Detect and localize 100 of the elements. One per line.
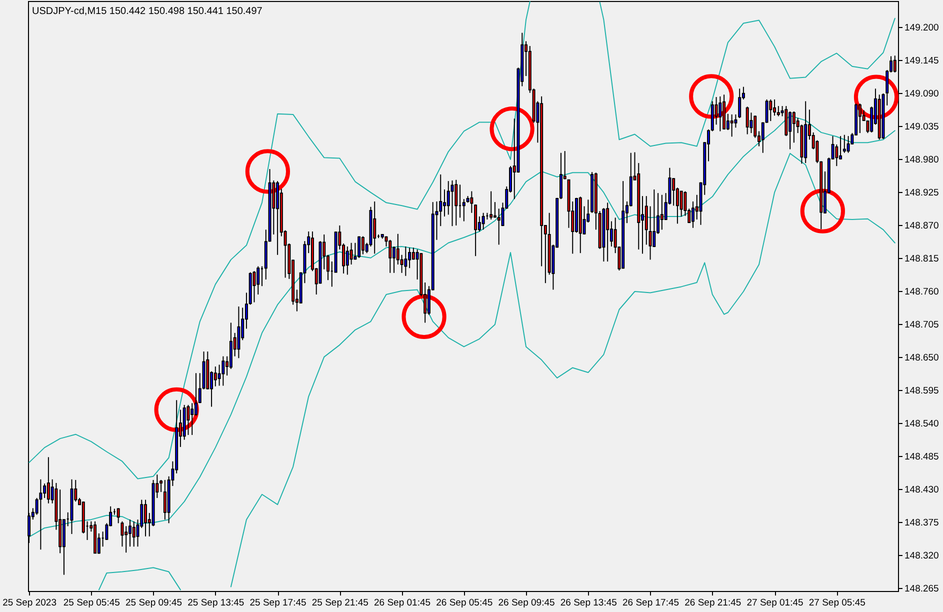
candlestick <box>194 372 198 416</box>
candlestick <box>388 239 392 274</box>
candlestick <box>408 247 412 269</box>
y-tick-label: 148.375 <box>904 517 939 528</box>
candlestick <box>454 179 458 226</box>
point <box>800 188 845 234</box>
candlestick <box>490 190 493 220</box>
x-tick-label: 26 Sep 05:45 <box>436 598 493 608</box>
y-tick-label: 148.430 <box>904 484 939 496</box>
chart-title: USDJPY-cd,M15 150.442 150.498 150.441 150.497 <box>32 6 263 17</box>
candlestick <box>462 198 466 222</box>
x-tick-label: 26 Sep 21:45 <box>684 598 742 608</box>
candlestick <box>442 188 446 217</box>
x-tick-label: 26 Sep 13:45 <box>560 598 617 608</box>
candlestick <box>839 136 842 160</box>
candlestick <box>718 96 722 132</box>
candlestick <box>497 208 500 246</box>
candlestick <box>769 98 772 122</box>
candlestick <box>773 98 776 116</box>
point <box>490 106 534 152</box>
candlestick <box>358 236 361 258</box>
point <box>402 294 446 339</box>
x-tick-label: 26 Sep 01:45 <box>374 598 431 608</box>
candlestick <box>792 110 796 144</box>
candlestick <box>660 194 664 230</box>
candlestick <box>252 270 256 303</box>
candlestick <box>738 88 742 119</box>
candlestick <box>765 98 768 124</box>
candlestick <box>842 134 846 154</box>
candlestick <box>730 114 734 138</box>
x-tick-label: 25 Sep 2023 <box>2 598 56 608</box>
candlestick <box>439 174 442 227</box>
point <box>245 149 290 194</box>
x-tick-label: 25 Sep 21:45 <box>312 598 368 608</box>
candlestick <box>396 233 400 265</box>
candlestick <box>482 212 485 230</box>
point <box>854 74 899 120</box>
candlestick <box>450 180 454 227</box>
candlestick <box>846 136 850 154</box>
candlestick <box>160 479 163 492</box>
candlestick <box>222 356 225 386</box>
candlestick <box>754 115 757 138</box>
candlestick <box>470 190 474 214</box>
candlestick <box>373 200 376 254</box>
candlestick <box>412 247 415 260</box>
y-tick-label: 149.200 <box>904 22 939 34</box>
y-tick-label: 148.320 <box>904 550 939 562</box>
candlestick <box>606 202 610 262</box>
x-tick-label: 26 Sep 17:45 <box>622 598 680 608</box>
x-tick-label: 25 Sep 05:45 <box>63 598 120 608</box>
candlestick <box>644 196 648 246</box>
x-tick-label: 26 Sep 09:45 <box>498 598 555 608</box>
candlestick <box>43 483 46 498</box>
candlestick <box>446 180 450 216</box>
x-tick-label: 25 Sep 09:45 <box>126 598 182 608</box>
point <box>154 387 199 432</box>
candlestick <box>776 106 780 117</box>
y-tick-label: 149.090 <box>904 88 939 100</box>
candlestick <box>46 456 50 504</box>
candlestick <box>361 236 364 255</box>
candlestick <box>672 178 676 206</box>
candlestick <box>190 402 194 436</box>
candlestick <box>835 144 838 167</box>
y-tick-label: 148.705 <box>904 319 939 330</box>
y-tick-label: 148.265 <box>904 584 939 594</box>
candlestick <box>680 190 683 217</box>
candlestick <box>788 110 792 150</box>
candlestick <box>163 479 166 520</box>
candlestick <box>256 266 260 295</box>
candlestick <box>39 478 42 550</box>
y-tick-label: 149.145 <box>904 55 939 66</box>
x-tick-label: 27 Sep 05:45 <box>808 598 866 608</box>
candlestick <box>132 520 136 548</box>
y-tick-label: 148.540 <box>904 418 939 430</box>
candlestick <box>346 246 349 276</box>
y-tick-label: 148.760 <box>904 286 939 298</box>
y-tick-label: 148.815 <box>904 253 939 264</box>
candlestick <box>128 519 132 548</box>
y-tick-label: 148.870 <box>904 220 939 232</box>
x-tick-label: 25 Sep 17:45 <box>250 598 306 608</box>
candlestick <box>761 122 764 154</box>
candlestick <box>493 202 496 218</box>
x-tick-label: 25 Sep 13:45 <box>188 598 244 608</box>
candlestick <box>648 206 652 260</box>
candlestick <box>144 499 148 537</box>
candlestick <box>691 200 694 228</box>
candlestick <box>893 55 896 73</box>
candlestick <box>350 242 353 265</box>
y-tick-label: 149.035 <box>904 121 939 132</box>
candlestick <box>214 366 217 387</box>
y-tick-label: 148.650 <box>904 352 939 364</box>
point <box>689 74 734 119</box>
candlestick <box>237 306 240 359</box>
candlestick <box>746 106 749 135</box>
candlestick <box>124 526 128 554</box>
y-tick-label: 148.980 <box>904 154 939 166</box>
y-tick-label: 148.595 <box>904 385 939 396</box>
candlestick <box>404 246 408 276</box>
y-tick-label: 148.925 <box>904 187 939 198</box>
x-tick-label: 27 Sep 01:45 <box>746 598 804 608</box>
